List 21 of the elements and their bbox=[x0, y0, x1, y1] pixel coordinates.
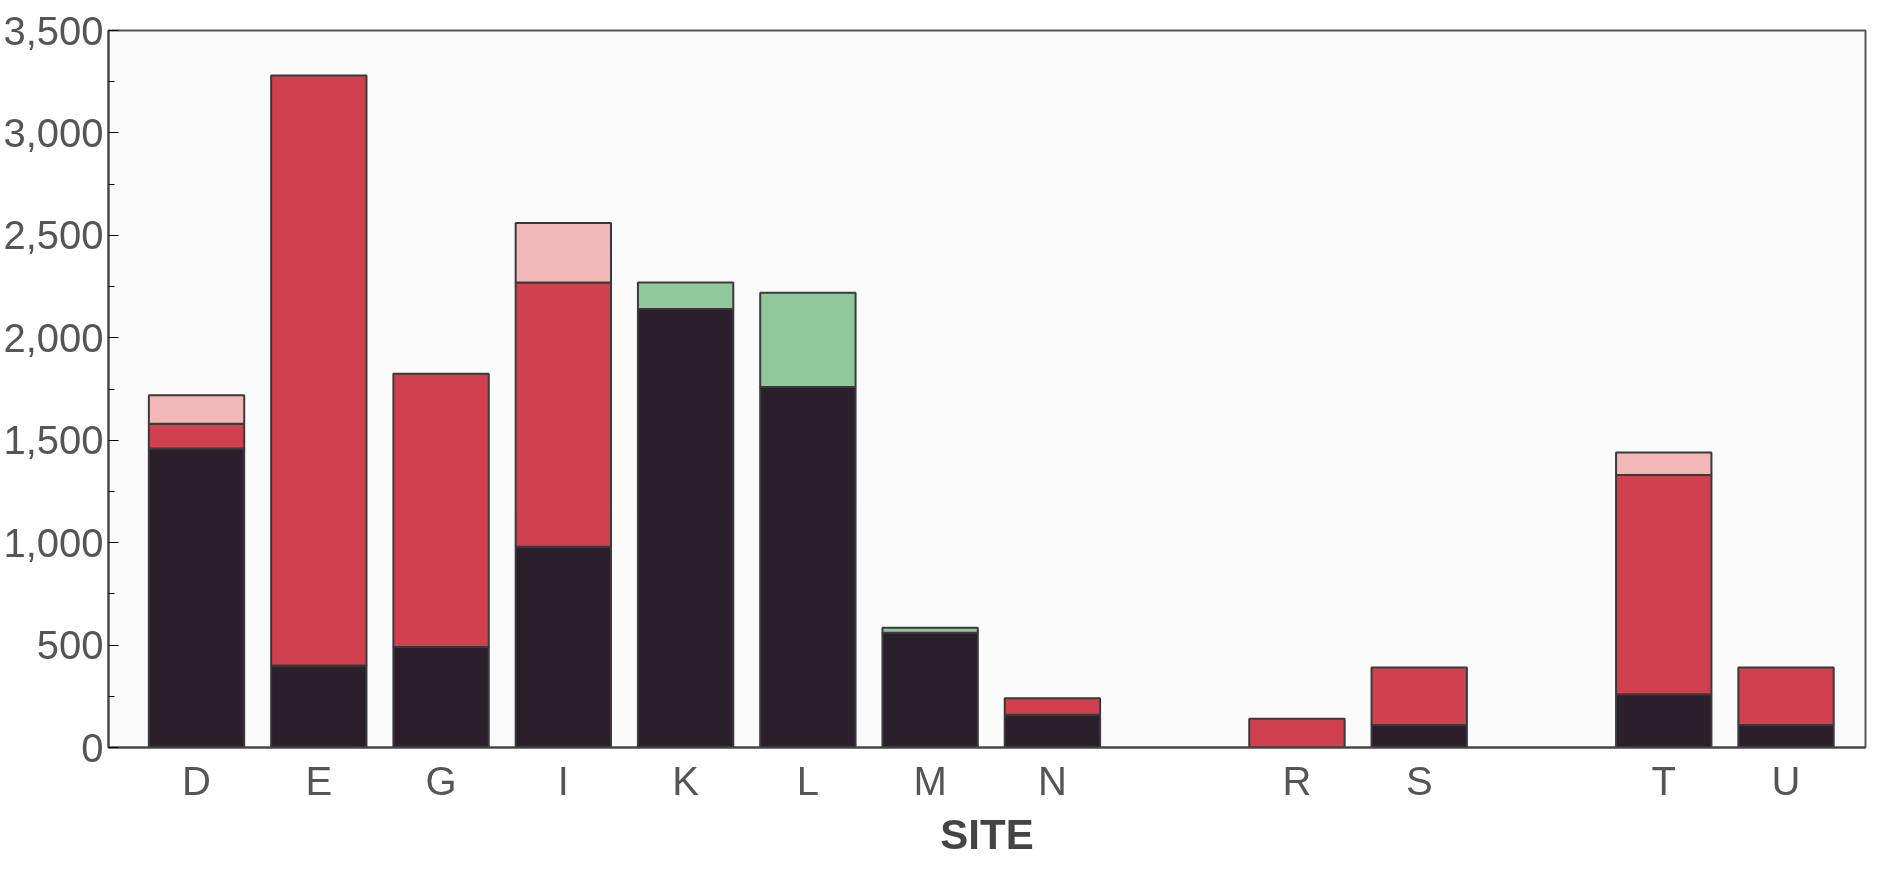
y-tick-label: 1,500 bbox=[3, 418, 104, 463]
y-tick-label: 0 bbox=[81, 725, 104, 770]
y-tick-label: 3,000 bbox=[3, 110, 104, 155]
x-tick-label: E bbox=[305, 758, 333, 803]
x-tick-label: L bbox=[796, 758, 819, 803]
x-tick-label: K bbox=[672, 758, 700, 803]
x-tick-label: U bbox=[1771, 758, 1801, 803]
y-tick-label: 3,500 bbox=[3, 8, 104, 53]
y-tick-label: 2,000 bbox=[3, 315, 104, 360]
y-tick-label: 2,500 bbox=[3, 213, 104, 258]
x-tick-label: I bbox=[557, 758, 569, 803]
x-tick-label: R bbox=[1282, 758, 1312, 803]
x-tick-label: S bbox=[1405, 758, 1433, 803]
x-tick-label: G bbox=[425, 758, 457, 803]
x-tick-label: T bbox=[1651, 758, 1676, 803]
x-tick-label: D bbox=[182, 758, 211, 803]
y-tick-label: 500 bbox=[36, 623, 104, 668]
x-tick-label: M bbox=[913, 758, 947, 803]
x-tick-label: N bbox=[1037, 758, 1067, 803]
x-axis-title: SITE bbox=[940, 810, 1034, 858]
y-tick-label: 1,000 bbox=[3, 520, 104, 565]
